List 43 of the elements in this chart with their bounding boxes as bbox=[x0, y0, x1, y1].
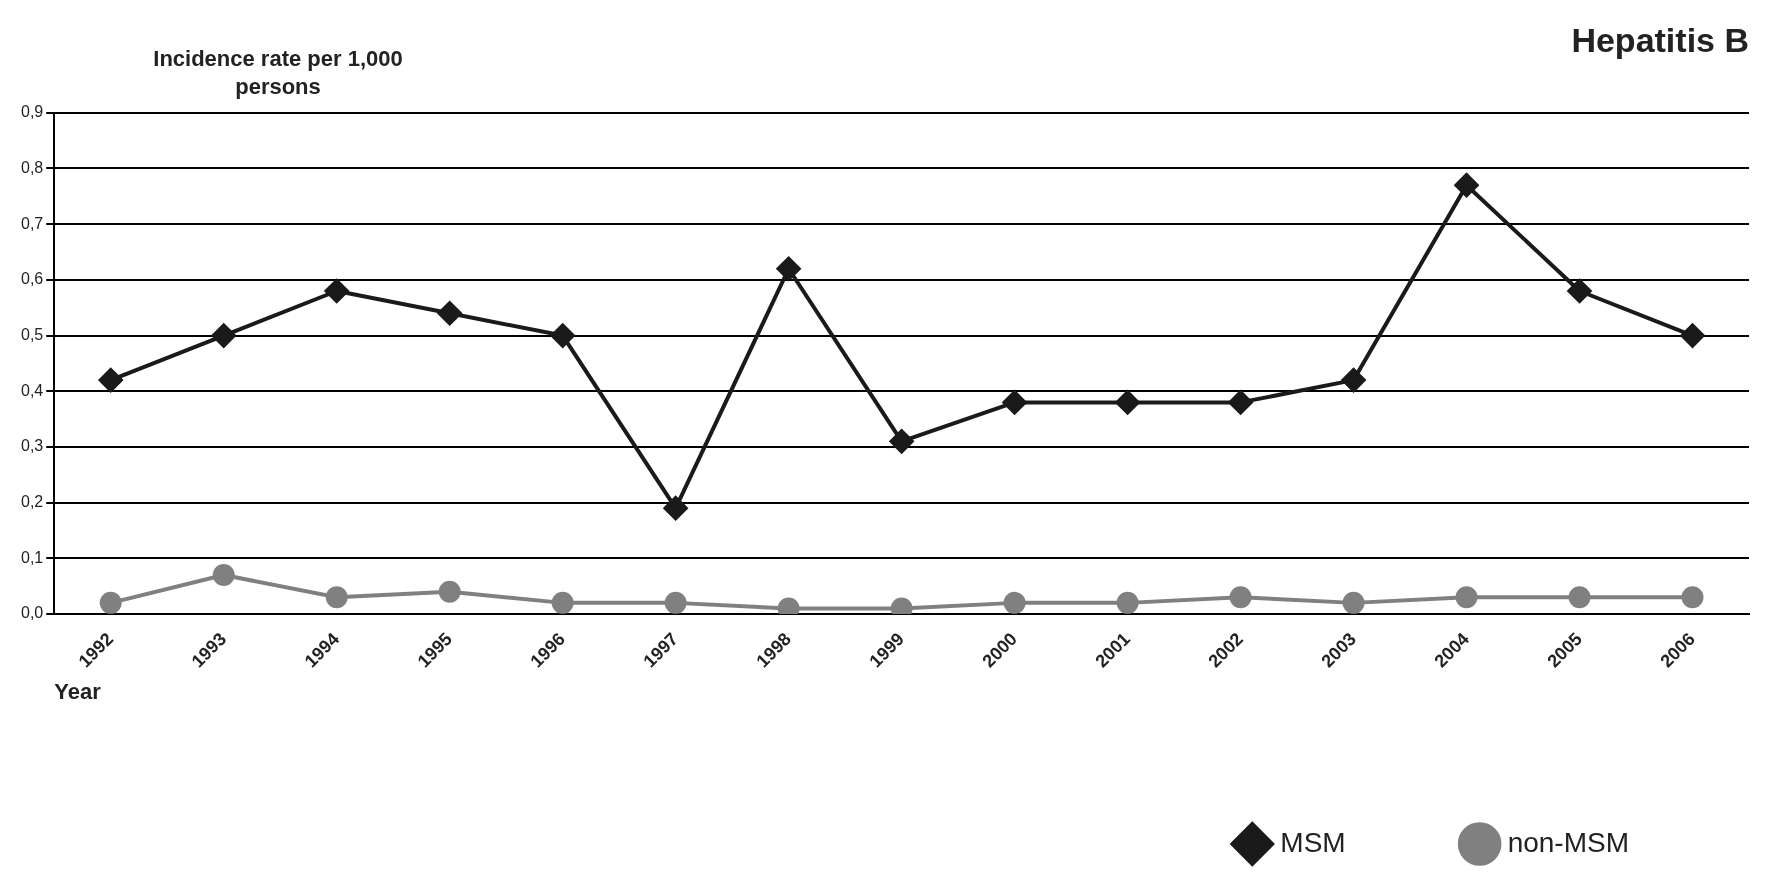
y-tick-label: 0,4 bbox=[20, 381, 44, 399]
point bbox=[1680, 323, 1705, 348]
y-tick-label: 0,3 bbox=[20, 437, 44, 455]
point bbox=[1228, 390, 1253, 415]
point bbox=[325, 586, 348, 609]
point bbox=[889, 429, 914, 454]
point bbox=[438, 580, 461, 603]
y-tick-label: 0,2 bbox=[20, 493, 44, 511]
point bbox=[664, 591, 687, 614]
point bbox=[1115, 390, 1140, 415]
point bbox=[1568, 586, 1591, 609]
point bbox=[324, 279, 349, 304]
point bbox=[1681, 586, 1704, 609]
point bbox=[1002, 390, 1027, 415]
point bbox=[212, 564, 235, 587]
y-tick-label: 0,9 bbox=[20, 103, 44, 121]
y-tick-label: 0,6 bbox=[20, 270, 44, 288]
point bbox=[1003, 591, 1026, 614]
point bbox=[99, 591, 122, 614]
point bbox=[211, 323, 236, 348]
y-tick-label: 0,7 bbox=[20, 214, 44, 232]
point bbox=[1455, 586, 1478, 609]
point bbox=[98, 368, 123, 393]
y-tick-label: 0,5 bbox=[20, 325, 44, 343]
point bbox=[1454, 173, 1479, 198]
point bbox=[550, 323, 575, 348]
chart-title: Hepatitis B bbox=[1571, 20, 1749, 59]
y-tick-label: 0,0 bbox=[20, 604, 44, 622]
point bbox=[1342, 591, 1365, 614]
point bbox=[437, 301, 462, 326]
point bbox=[776, 256, 801, 281]
point bbox=[1229, 586, 1252, 609]
x-axis-title: Year bbox=[54, 678, 102, 704]
legend-label: non-MSM bbox=[1507, 826, 1630, 858]
point bbox=[1341, 368, 1366, 393]
point bbox=[663, 496, 688, 521]
y-tick-label: 0,1 bbox=[20, 548, 44, 566]
y-axis-title: Incidence rate per 1,000 persons bbox=[153, 46, 403, 100]
point bbox=[551, 591, 574, 614]
point bbox=[1116, 591, 1139, 614]
legend-label: MSM bbox=[1280, 826, 1346, 858]
point bbox=[1567, 279, 1592, 304]
y-tick-label: 0,8 bbox=[20, 158, 44, 176]
